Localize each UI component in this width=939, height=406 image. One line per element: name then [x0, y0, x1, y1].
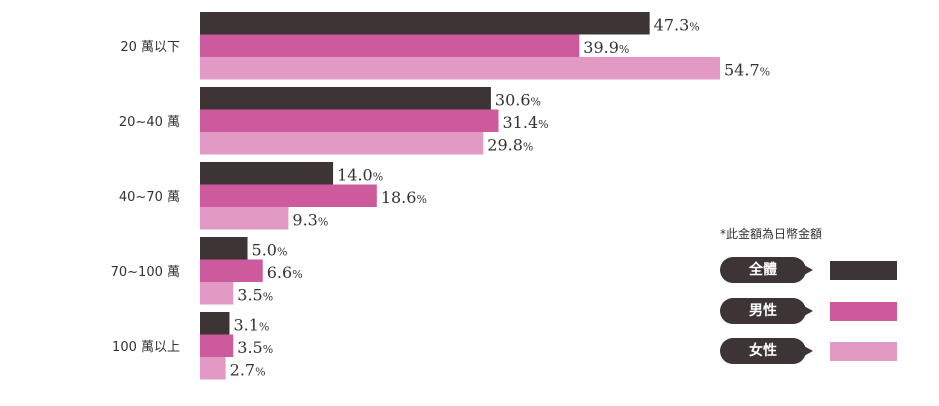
bar-all [200, 87, 491, 110]
value-label: 9.3% [292, 211, 328, 230]
category-label: 20 萬以下 [120, 40, 180, 55]
bar-female [200, 357, 226, 380]
legend-label-all: 全體 [720, 257, 806, 283]
bar-male [200, 34, 580, 57]
value-label: 2.7% [230, 361, 266, 380]
legend-label-female: 女性 [720, 338, 806, 364]
bar-female [200, 57, 720, 80]
value-label: 30.6% [495, 91, 541, 110]
value-labels: 47.3% 39.9% 54.7% 30.6% 31.4% 29.8% 14.0% 18.6%… [230, 16, 770, 380]
value-label: 29.8% [487, 136, 533, 155]
legend-swatch-female [830, 342, 897, 361]
legend-swatch-male [830, 302, 897, 321]
bar-all [200, 12, 650, 35]
category-label: 100 萬以上 [112, 340, 180, 355]
legend-item-male: 男性 [720, 298, 900, 324]
currency-note: *此金額為日幣金額 [720, 227, 823, 241]
bar-male [200, 334, 234, 357]
legend-label-male: 男性 [720, 298, 806, 324]
bar-all [200, 162, 334, 185]
value-label: 18.6% [381, 188, 427, 207]
bar-female [200, 207, 289, 230]
value-label: 14.0% [337, 166, 383, 185]
bar-all [200, 312, 230, 335]
bar-male [200, 184, 377, 207]
category-label: 40~70 萬 [119, 190, 180, 205]
legend-swatch-all [830, 261, 897, 280]
value-label: 5.0% [252, 241, 288, 260]
value-label: 31.4% [503, 113, 549, 132]
value-label: 47.3% [654, 16, 700, 35]
value-label: 3.1% [233, 316, 269, 335]
bar-female [200, 132, 484, 155]
legend-item-female: 女性 [720, 338, 900, 364]
category-labels: 20 萬以下 20~40 萬 40~70 萬 70~100 萬 100 萬以上 [111, 40, 180, 355]
legend-pointer [804, 346, 813, 356]
value-label: 3.5% [237, 338, 273, 357]
bar-female [200, 282, 234, 305]
bars [200, 12, 720, 380]
category-label: 20~40 萬 [119, 115, 180, 130]
legend-item-all: 全體 [720, 257, 900, 283]
value-label: 6.6% [267, 263, 303, 282]
legend-pointer [804, 306, 813, 316]
bar-male [200, 259, 263, 282]
value-label: 54.7% [724, 61, 770, 80]
bar-male [200, 109, 499, 132]
value-label: 39.9% [583, 38, 629, 57]
legend-pointer [804, 265, 813, 275]
value-label: 3.5% [237, 286, 273, 305]
category-label: 70~100 萬 [111, 265, 180, 280]
bar-all [200, 237, 248, 260]
